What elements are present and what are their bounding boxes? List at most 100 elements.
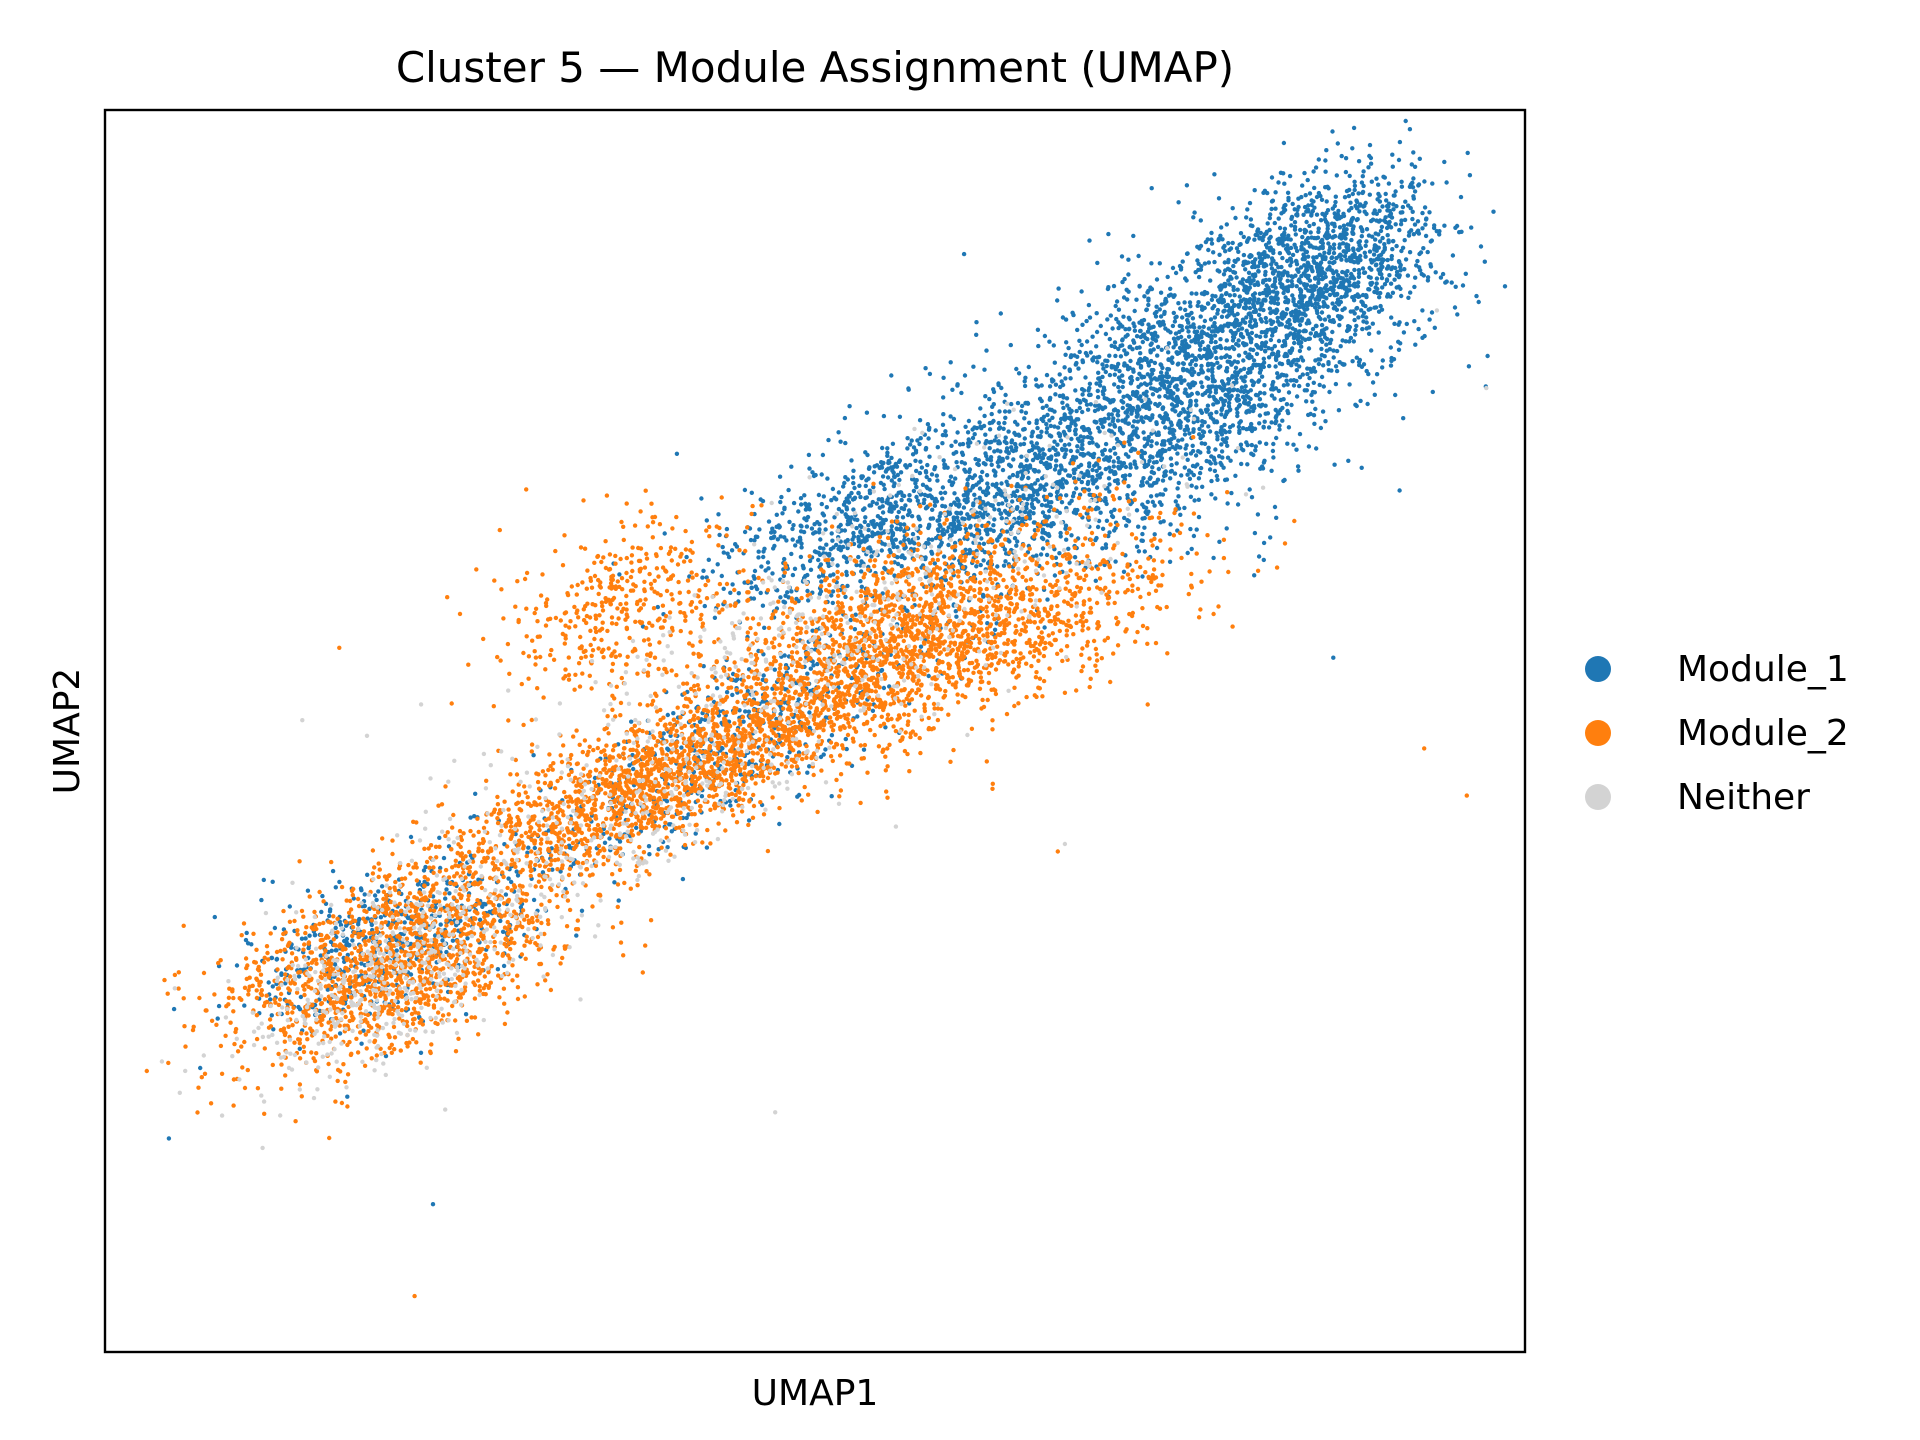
data-point xyxy=(1231,269,1236,275)
data-point xyxy=(1442,223,1447,228)
data-point xyxy=(1345,324,1351,329)
data-point xyxy=(1045,503,1050,508)
data-point xyxy=(1207,429,1213,434)
data-point xyxy=(1377,239,1383,244)
data-point xyxy=(1330,129,1335,134)
data-point xyxy=(1258,404,1264,409)
data-point xyxy=(712,615,718,620)
data-point xyxy=(1346,458,1351,463)
data-point xyxy=(1152,360,1158,366)
data-point xyxy=(1334,348,1340,354)
data-point xyxy=(1222,439,1227,444)
data-point xyxy=(954,450,959,455)
data-point xyxy=(1271,441,1276,447)
data-point xyxy=(1215,477,1220,482)
data-point xyxy=(1075,444,1080,449)
data-point xyxy=(1360,190,1365,196)
data-point xyxy=(1356,271,1362,276)
data-point xyxy=(1320,244,1325,249)
data-point xyxy=(1350,146,1355,151)
data-point xyxy=(1077,398,1082,404)
data-point xyxy=(1320,211,1325,217)
data-point xyxy=(905,436,910,441)
data-point xyxy=(1318,218,1324,223)
data-point xyxy=(1306,336,1311,342)
data-point xyxy=(1147,458,1152,464)
data-point xyxy=(1151,470,1157,476)
data-point xyxy=(1226,400,1232,406)
data-point xyxy=(1059,466,1064,471)
data-point xyxy=(998,311,1003,316)
data-point xyxy=(1103,369,1109,375)
data-point xyxy=(1222,477,1228,483)
data-point xyxy=(1212,259,1217,265)
data-point xyxy=(1033,377,1039,382)
data-point xyxy=(1177,399,1183,404)
data-point xyxy=(1111,408,1117,413)
data-point xyxy=(837,544,843,549)
data-point xyxy=(1348,275,1353,281)
data-point xyxy=(1348,258,1353,264)
data-point xyxy=(1006,429,1011,434)
data-point xyxy=(1157,394,1162,399)
data-point xyxy=(1360,229,1365,234)
data-point xyxy=(914,484,919,490)
data-point xyxy=(1076,366,1081,371)
data-point xyxy=(1011,457,1016,462)
data-point xyxy=(1094,442,1099,447)
data-point xyxy=(1246,402,1251,407)
data-point xyxy=(927,487,933,492)
data-point xyxy=(1238,242,1243,247)
data-point xyxy=(1323,234,1329,240)
data-point xyxy=(1412,189,1418,194)
data-point xyxy=(1046,514,1052,519)
data-point xyxy=(1146,296,1151,301)
data-point xyxy=(1188,398,1193,404)
data-point xyxy=(1071,476,1077,481)
data-point xyxy=(1393,189,1398,194)
data-point xyxy=(771,534,777,539)
data-point xyxy=(903,463,908,468)
data-point xyxy=(943,429,948,434)
data-point xyxy=(1123,452,1129,457)
data-point xyxy=(1334,173,1340,178)
data-point xyxy=(948,360,953,365)
data-point xyxy=(1126,327,1132,332)
data-point xyxy=(1144,307,1150,312)
data-point xyxy=(1316,190,1322,196)
data-point xyxy=(1197,347,1203,352)
data-point xyxy=(1416,182,1422,187)
data-point xyxy=(1283,311,1289,317)
data-point xyxy=(1297,383,1302,389)
data-point xyxy=(1390,164,1396,169)
data-point xyxy=(1075,327,1080,333)
data-point xyxy=(1264,319,1269,325)
data-point xyxy=(1323,274,1328,280)
data-point xyxy=(843,475,848,480)
data-point xyxy=(1090,467,1095,473)
data-point xyxy=(1346,193,1352,199)
data-point xyxy=(1374,276,1380,281)
data-point xyxy=(1106,416,1111,421)
data-point xyxy=(1121,314,1126,319)
data-point xyxy=(818,537,823,542)
data-point xyxy=(1286,390,1292,395)
data-point xyxy=(798,554,804,560)
data-point xyxy=(1199,441,1205,446)
data-point xyxy=(684,554,689,560)
data-point xyxy=(1376,267,1381,272)
data-point xyxy=(1334,368,1340,374)
data-point xyxy=(1248,313,1254,319)
data-point xyxy=(1148,454,1153,459)
data-point xyxy=(1109,513,1115,519)
data-point xyxy=(939,540,944,545)
data-point xyxy=(799,545,804,550)
data-point xyxy=(1337,242,1343,247)
data-point xyxy=(1201,292,1207,297)
data-point xyxy=(791,500,797,506)
data-point xyxy=(1222,354,1228,360)
data-point xyxy=(924,474,929,480)
data-point xyxy=(959,390,964,396)
data-point xyxy=(1176,422,1181,427)
data-point xyxy=(952,491,957,496)
